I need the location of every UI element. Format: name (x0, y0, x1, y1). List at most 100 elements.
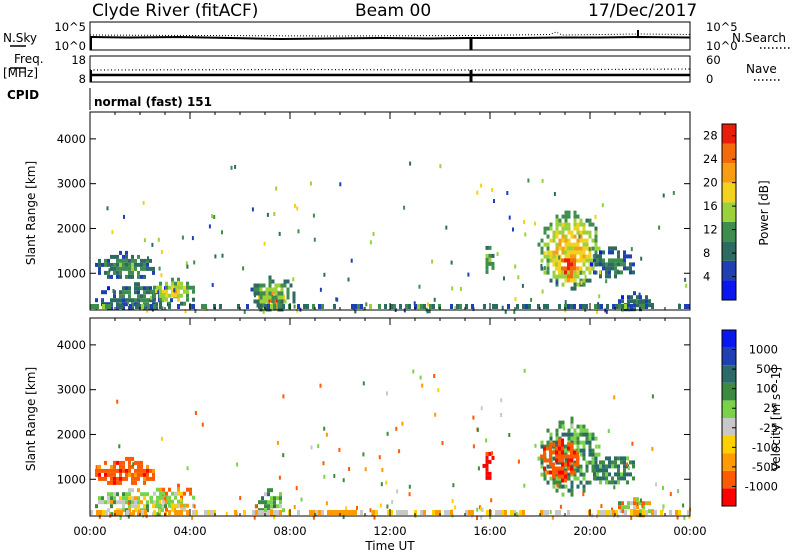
data-cell (632, 262, 635, 267)
data-cell (414, 510, 417, 515)
data-cell (268, 295, 272, 300)
data-cell (517, 459, 520, 464)
data-cell (303, 304, 306, 309)
data-cell (140, 294, 143, 299)
data-cell (125, 258, 128, 263)
data-cell (594, 456, 598, 461)
data-cell (608, 480, 611, 485)
data-cell (134, 476, 137, 481)
data-cell (588, 250, 592, 255)
data-cell (119, 480, 122, 485)
data-cell (150, 495, 153, 500)
data-cell (485, 475, 489, 480)
data-cell (110, 504, 113, 509)
data-cell (110, 464, 113, 469)
data-cell (122, 266, 125, 271)
data-cell (180, 293, 183, 298)
data-cell (608, 250, 611, 255)
colorbar-swatch (722, 260, 736, 281)
data-cell (546, 304, 549, 309)
data-cell (339, 510, 342, 515)
data-cell (570, 420, 574, 425)
data-cell (398, 449, 401, 454)
data-cell (573, 432, 577, 437)
data-cell (107, 262, 110, 267)
data-cell (576, 222, 580, 227)
data-cell (567, 214, 571, 219)
data-cell (98, 496, 101, 501)
data-cell (570, 436, 574, 441)
data-cell (146, 308, 149, 313)
data-cell (168, 499, 171, 504)
data-cell (93, 304, 96, 309)
data-cell (174, 289, 177, 294)
data-cell (676, 515, 679, 520)
data-cell (683, 515, 686, 520)
data-cell (576, 226, 580, 231)
data-cell (576, 230, 580, 235)
data-cell (387, 510, 390, 515)
data-cell (549, 446, 552, 451)
data-cell (561, 234, 565, 239)
data-cell (648, 303, 651, 308)
velocity-colorbar-label: Velocity [m s^-1] (769, 367, 783, 471)
data-cell (582, 254, 586, 259)
data-cell (152, 504, 155, 509)
data-cell (417, 304, 420, 309)
data-cell (615, 510, 618, 515)
data-cell (186, 285, 189, 290)
data-cell (506, 191, 509, 195)
data-cell (636, 502, 639, 506)
data-cell (638, 292, 641, 297)
data-cell (503, 276, 505, 281)
data-cell (330, 510, 333, 515)
data-cell (132, 462, 135, 467)
data-cell (567, 488, 571, 493)
data-cell (608, 270, 611, 275)
data-cell (327, 510, 330, 515)
data-cell (558, 480, 562, 485)
data-cell (555, 446, 558, 451)
data-cell (297, 229, 300, 234)
data-cell (556, 483, 559, 488)
data-cell (570, 488, 574, 493)
data-cell (579, 234, 583, 239)
data-cell (104, 270, 107, 275)
data-cell (585, 238, 589, 243)
nave-trace (89, 68, 691, 71)
data-cell (485, 257, 489, 262)
data-cell (579, 246, 583, 251)
data-cell (558, 304, 561, 309)
data-cell (585, 464, 589, 469)
data-cell (540, 510, 543, 515)
data-cell (183, 491, 186, 496)
data-cell (116, 254, 119, 259)
cpid-panel: CPID normal (fast) 151 (7, 88, 212, 110)
data-cell (570, 304, 573, 309)
data-cell (122, 286, 125, 291)
data-cell (546, 480, 550, 485)
colorbar-tick-label: -100 (752, 440, 778, 454)
data-cell (286, 295, 290, 300)
data-cell (128, 258, 131, 263)
data-cell (177, 499, 180, 504)
data-cell (580, 280, 583, 285)
colorbar-swatch (722, 202, 736, 222)
data-cell (582, 304, 585, 309)
data-cell (514, 297, 517, 302)
data-cell (573, 278, 576, 283)
data-cell (402, 510, 405, 515)
data-cell (567, 254, 571, 259)
data-cell (174, 510, 177, 515)
data-cell (184, 309, 187, 314)
data-cell (315, 510, 318, 515)
data-cell (602, 460, 605, 465)
data-cell (602, 266, 605, 271)
data-cell (137, 468, 140, 473)
data-cell (642, 304, 645, 309)
cpid-value: normal (fast) 151 (94, 95, 212, 109)
data-cell (602, 250, 605, 255)
data-cell (399, 510, 402, 515)
data-cell (152, 500, 155, 505)
